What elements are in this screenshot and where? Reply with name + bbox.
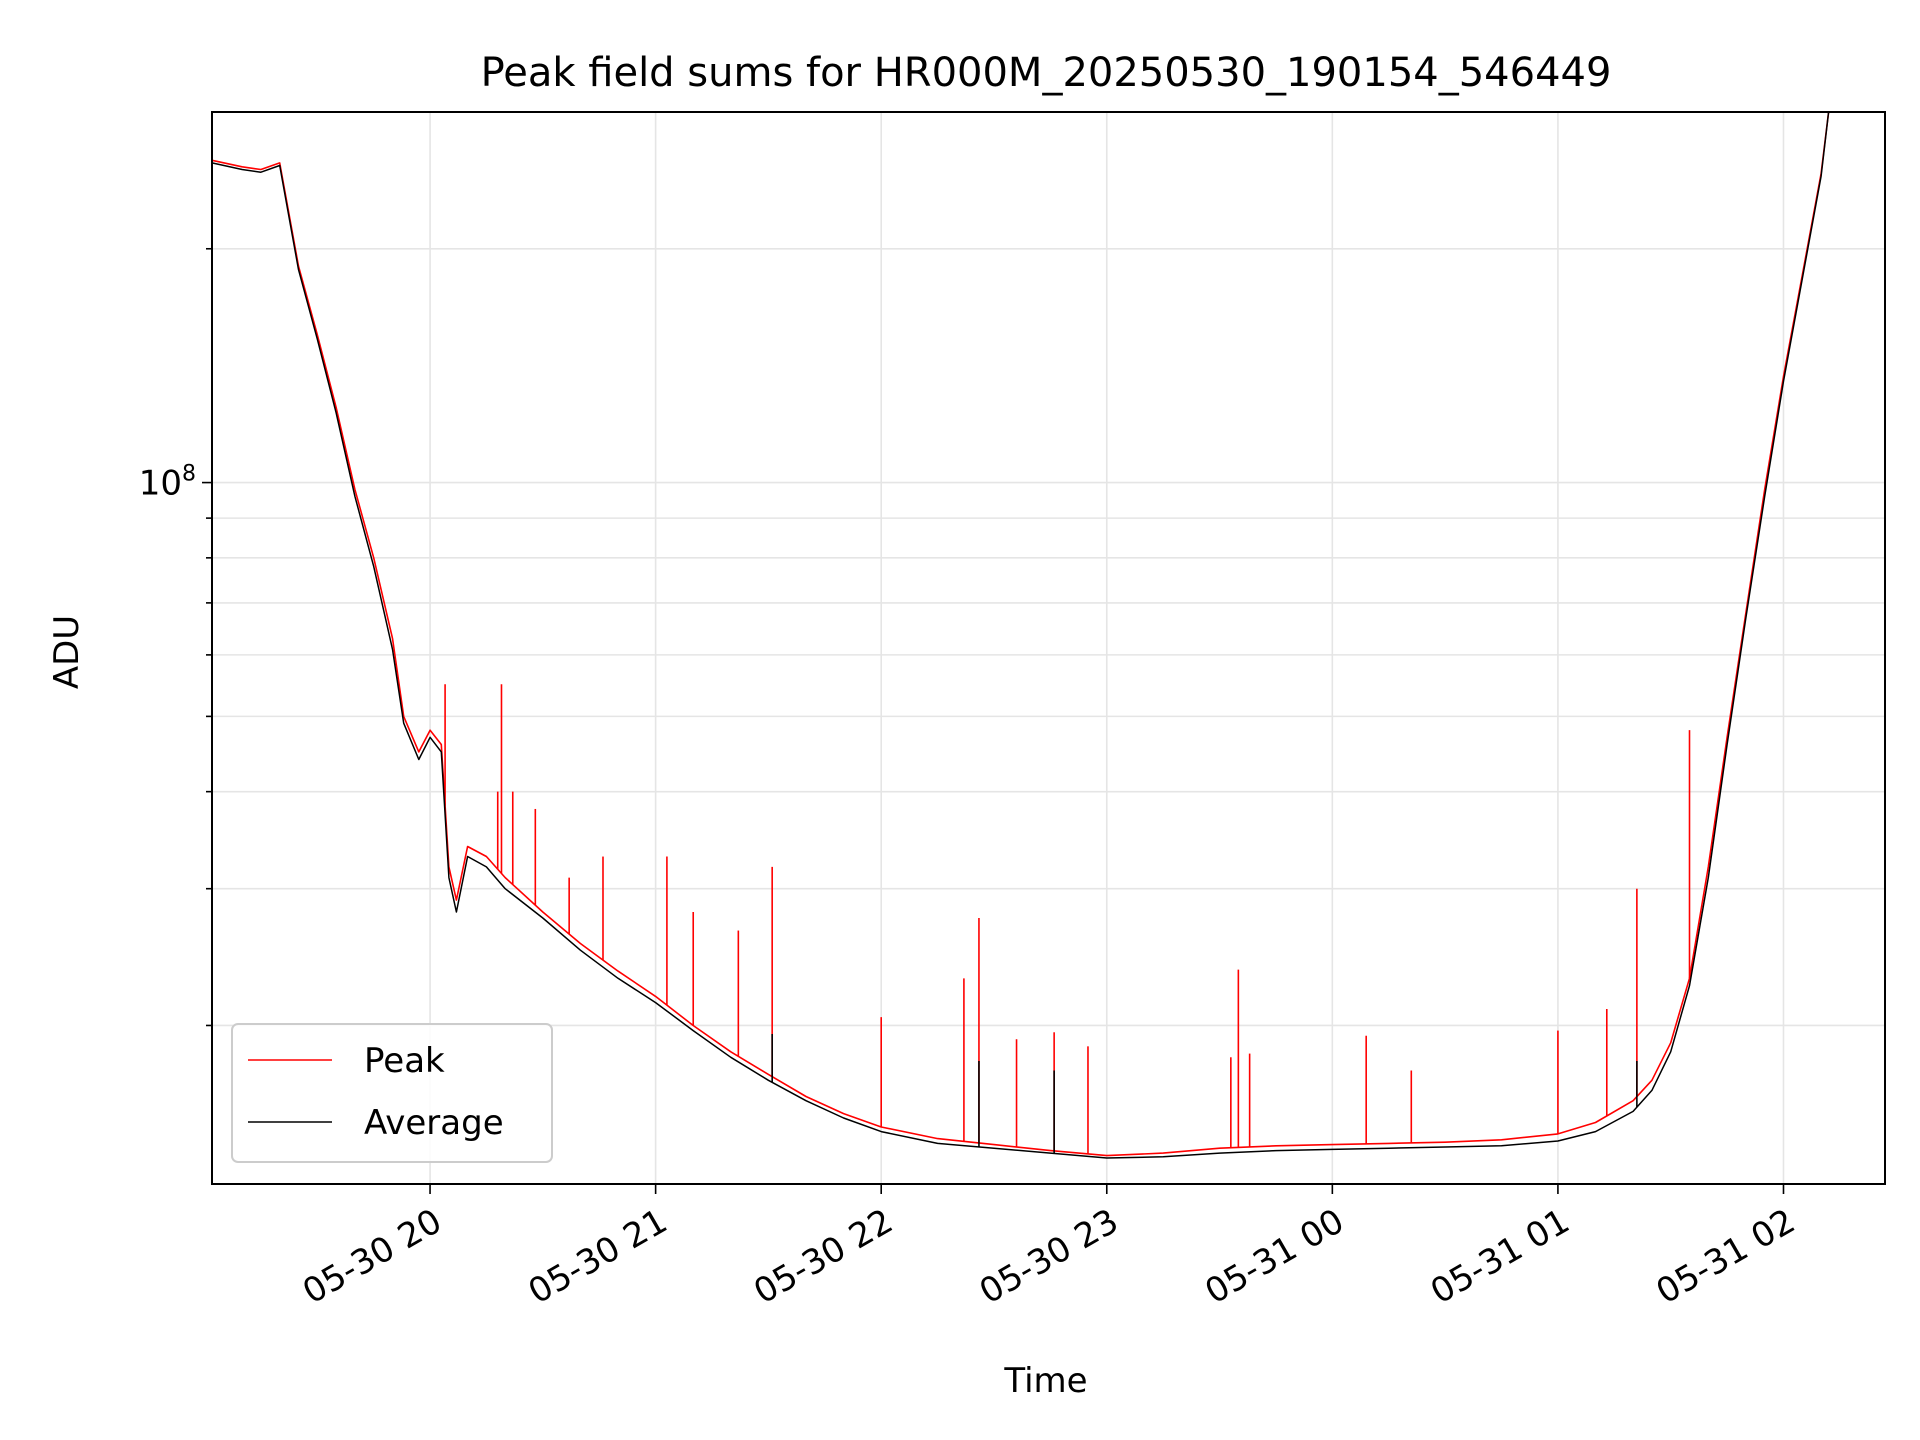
chart-title: Peak field sums for HR000M_20250530_1901… (481, 50, 1612, 96)
legend: Peak Average (231, 1023, 553, 1163)
y-axis-label: ADU (47, 615, 87, 689)
series-line-average (211, 111, 1830, 1159)
y-tick-label-0: 108 (139, 462, 196, 504)
series-line-peak (211, 111, 1830, 1157)
grid (212, 112, 1885, 1184)
plot-frame (211, 111, 1886, 1185)
legend-box (231, 1023, 553, 1163)
legend-label-average: Average (364, 1103, 504, 1143)
series-lines (211, 111, 1830, 1159)
x-axis-label: Time (1003, 1361, 1087, 1401)
legend-label-peak: Peak (364, 1041, 445, 1081)
